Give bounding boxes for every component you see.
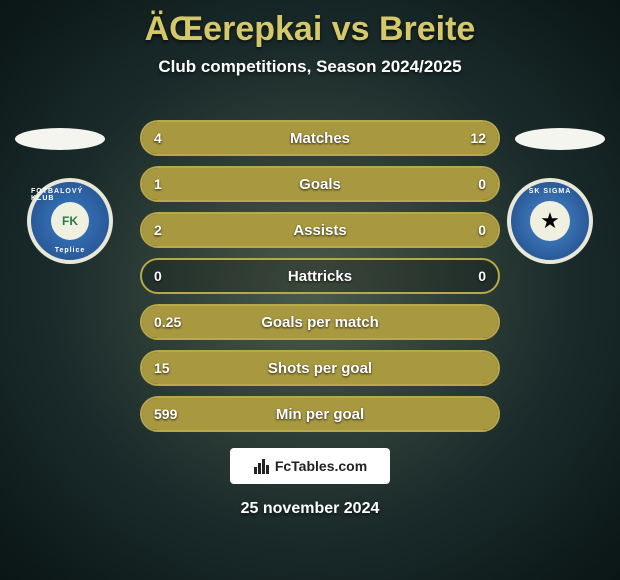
right-highlight-oval (515, 128, 605, 150)
stat-label: Min per goal (142, 398, 498, 430)
stat-row: 20Assists (140, 212, 500, 248)
badge-right-ring-text: SK SIGMA (529, 188, 572, 195)
badge-left-name: Teplice (55, 247, 86, 254)
page-title: ÄŒerepkai vs Breite (0, 0, 620, 49)
badge-left-inner: FK (51, 202, 89, 240)
stat-row: 00Hattricks (140, 258, 500, 294)
brand-badge[interactable]: FcTables.com (230, 448, 390, 484)
chart-bars-icon (253, 457, 271, 475)
stat-row: 15Shots per goal (140, 350, 500, 386)
stat-label: Matches (142, 122, 498, 154)
stat-row: 0.25Goals per match (140, 304, 500, 340)
stat-row: 599Min per goal (140, 396, 500, 432)
stat-label: Assists (142, 214, 498, 246)
stat-row: 10Goals (140, 166, 500, 202)
left-highlight-oval (15, 128, 105, 150)
stat-label: Goals per match (142, 306, 498, 338)
page-subtitle: Club competitions, Season 2024/2025 (0, 57, 620, 77)
date-text: 25 november 2024 (0, 500, 620, 518)
stat-label: Goals (142, 168, 498, 200)
stat-row: 412Matches (140, 120, 500, 156)
club-badge-right: SK SIGMA ★ (507, 178, 593, 264)
brand-text: FcTables.com (275, 458, 367, 474)
stats-table: 412Matches 10Goals 20Assists 00Hattricks 0.2… (140, 120, 500, 442)
stat-label: Shots per goal (142, 352, 498, 384)
badge-left-ring-text: FOTBALOVÝ KLUB (31, 188, 109, 202)
stat-label: Hattricks (142, 260, 498, 292)
club-badge-left: FOTBALOVÝ KLUB FK Teplice (27, 178, 113, 264)
badge-right-inner: ★ (530, 201, 570, 241)
